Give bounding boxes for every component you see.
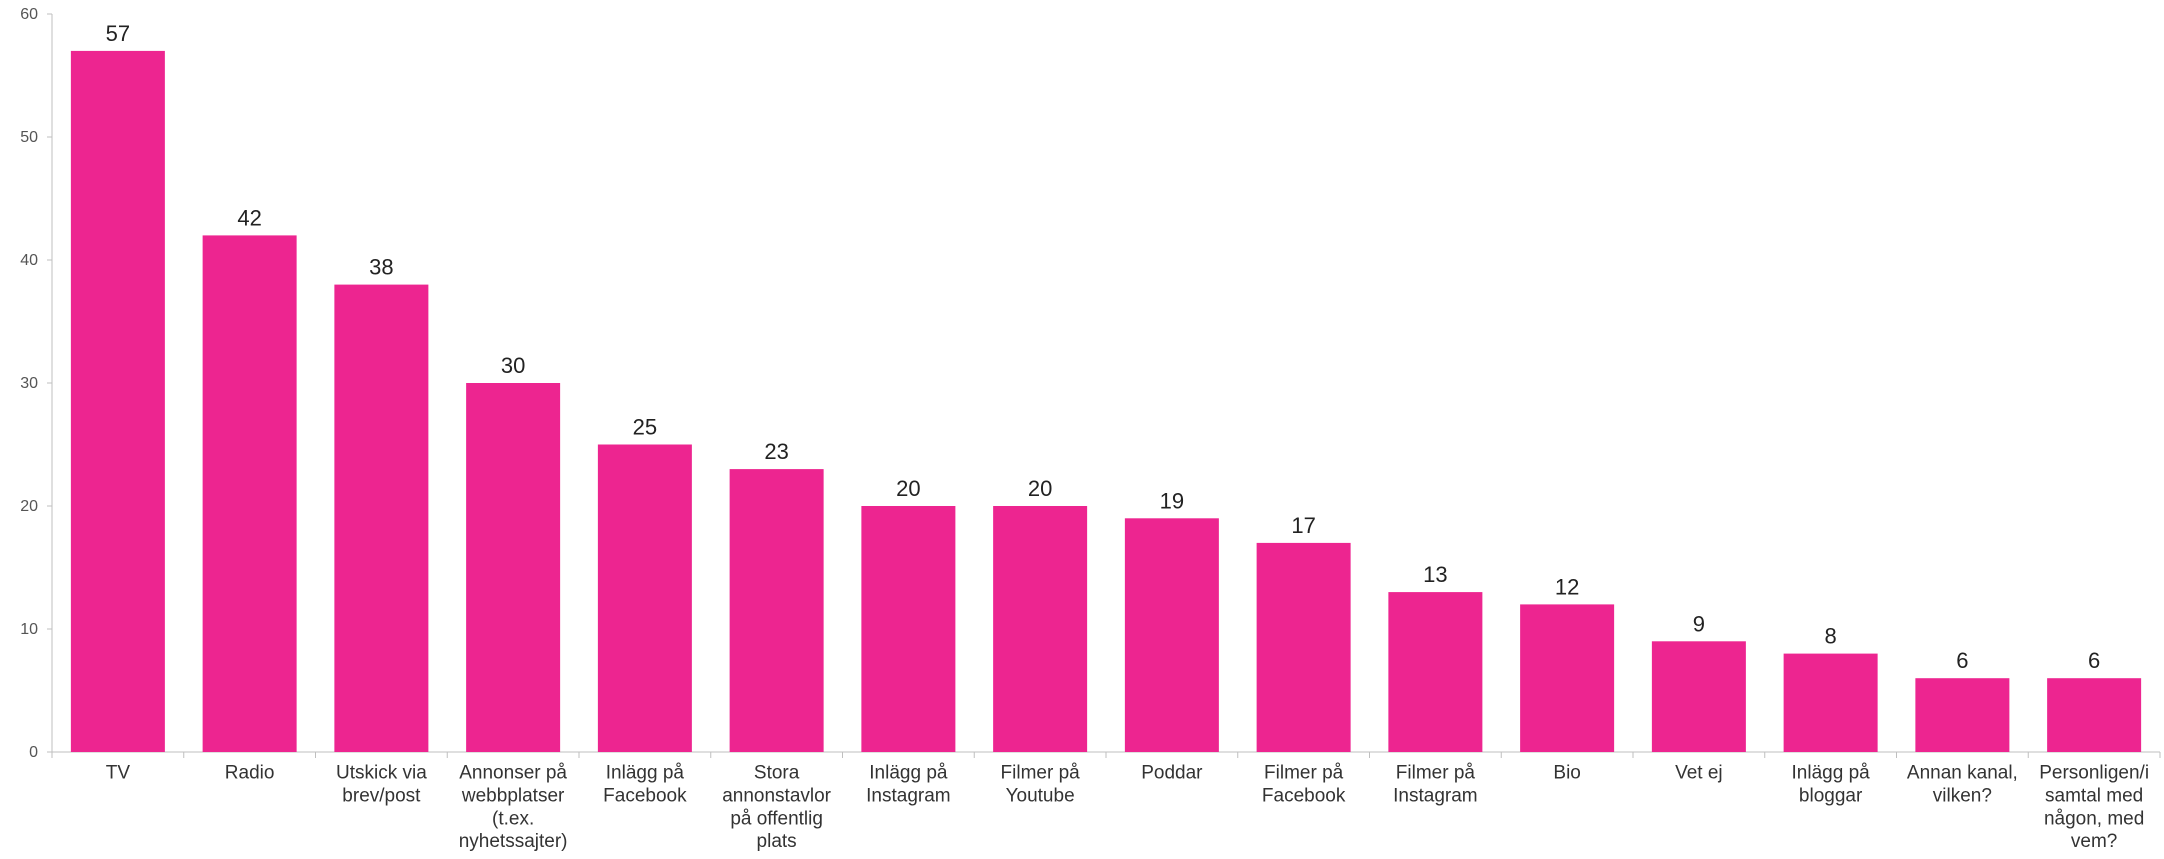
y-tick-label: 50 (20, 129, 38, 146)
bar (334, 284, 429, 752)
category-label-line: Inlägg på (606, 763, 685, 784)
data-label: 17 (1291, 513, 1315, 538)
category-label: Inlägg på bloggar (1792, 763, 1871, 807)
category-label: Filmer på Youtube (1001, 763, 1081, 807)
category-label: Filmer på Instagram (1393, 763, 1477, 807)
category-label-line: Bio (1553, 763, 1580, 784)
category-label-line: Annan kanal, (1907, 763, 2018, 784)
category-label-line: Utskick via (336, 763, 427, 784)
bar (1915, 678, 2010, 752)
bar (70, 50, 165, 752)
bar (1783, 653, 1878, 752)
category-label-line: Facebook (1262, 785, 1346, 806)
data-label: 25 (633, 415, 657, 440)
category-label-line: Instagram (866, 785, 950, 806)
bar (466, 383, 561, 752)
category-label: Poddar (1141, 763, 1203, 784)
bar (993, 506, 1088, 752)
y-tick-label: 30 (20, 375, 38, 392)
category-label: Inlägg på Facebook (603, 763, 687, 807)
category-label: Filmer på Facebook (1262, 763, 1346, 807)
category-label: TV (106, 763, 131, 784)
category-label-line: Radio (225, 763, 275, 784)
category-label-line: Stora (754, 763, 800, 784)
data-label: 23 (764, 439, 788, 464)
data-label: 30 (501, 353, 525, 378)
category-label-line: TV (106, 763, 131, 784)
category-label-line: plats (757, 831, 797, 852)
category-label-line: Filmer på (1396, 763, 1476, 784)
data-label: 8 (1825, 624, 1837, 649)
category-label: Utskick via brev/post (336, 763, 427, 807)
y-tick-label: 20 (20, 498, 38, 515)
category-label-line: vilken? (1933, 785, 1992, 806)
y-tick-label: 10 (20, 621, 38, 638)
data-label: 9 (1693, 611, 1705, 636)
category-label: Inlägg på Instagram (866, 763, 950, 807)
category-label-line: bloggar (1799, 785, 1863, 806)
category-label-line: Instagram (1393, 785, 1477, 806)
category-label-line: vem? (2071, 831, 2117, 852)
category-label-line: Filmer på (1264, 763, 1344, 784)
category-label-line: Inlägg på (869, 763, 948, 784)
category-label-line: Youtube (1006, 785, 1075, 806)
category-label: Radio (225, 763, 275, 784)
data-label: 13 (1423, 562, 1447, 587)
data-label: 20 (896, 476, 920, 501)
bar (1520, 604, 1615, 752)
data-label: 12 (1555, 574, 1579, 599)
category-label-line: nyhetssajter) (459, 831, 568, 852)
category-label-line: samtal med (2045, 785, 2143, 806)
category-label-line: Filmer på (1001, 763, 1081, 784)
data-label: 57 (106, 21, 130, 46)
category-label-line: webbplatser (461, 785, 565, 806)
category-label: Annan kanal, vilken? (1907, 763, 2018, 807)
bar (202, 235, 297, 752)
data-label: 6 (2088, 648, 2100, 673)
category-label-line: Personligen/i (2039, 763, 2149, 784)
category-label-line: brev/post (342, 785, 421, 806)
category-label: Bio (1553, 763, 1580, 784)
data-label: 19 (1160, 488, 1184, 513)
category-label-line: på offentlig (730, 808, 823, 829)
category-label-line: Inlägg på (1792, 763, 1871, 784)
category-label-line: någon, med (2044, 808, 2144, 829)
bar (1256, 542, 1351, 752)
bar (1388, 592, 1483, 752)
y-tick-label: 40 (20, 252, 38, 269)
category-label-line: Vet ej (1675, 763, 1723, 784)
bar (597, 444, 692, 752)
y-tick-label: 0 (29, 744, 38, 761)
bar (729, 469, 824, 752)
y-tick-label: 60 (20, 6, 38, 23)
category-label: Personligen/i samtal med någon, med vem? (2039, 763, 2149, 852)
data-label: 6 (1956, 648, 1968, 673)
bar (861, 506, 956, 752)
category-label: Stora annonstavlor på offentlig plats (722, 763, 831, 852)
category-label: Vet ej (1675, 763, 1723, 784)
category-label: Annonser på webbplatser (t.ex. nyhetssajter… (459, 763, 568, 852)
data-label: 38 (369, 255, 393, 280)
category-label-line: Facebook (603, 785, 687, 806)
data-label: 20 (1028, 476, 1052, 501)
category-label-line: Annonser på (459, 763, 567, 784)
bar (1651, 641, 1746, 752)
category-label-line: Poddar (1141, 763, 1203, 784)
category-label-line: (t.ex. (492, 808, 534, 829)
category-label-line: annonstavlor (722, 785, 831, 806)
bar (2047, 678, 2142, 752)
data-label: 42 (237, 205, 261, 230)
bar (1124, 518, 1219, 752)
